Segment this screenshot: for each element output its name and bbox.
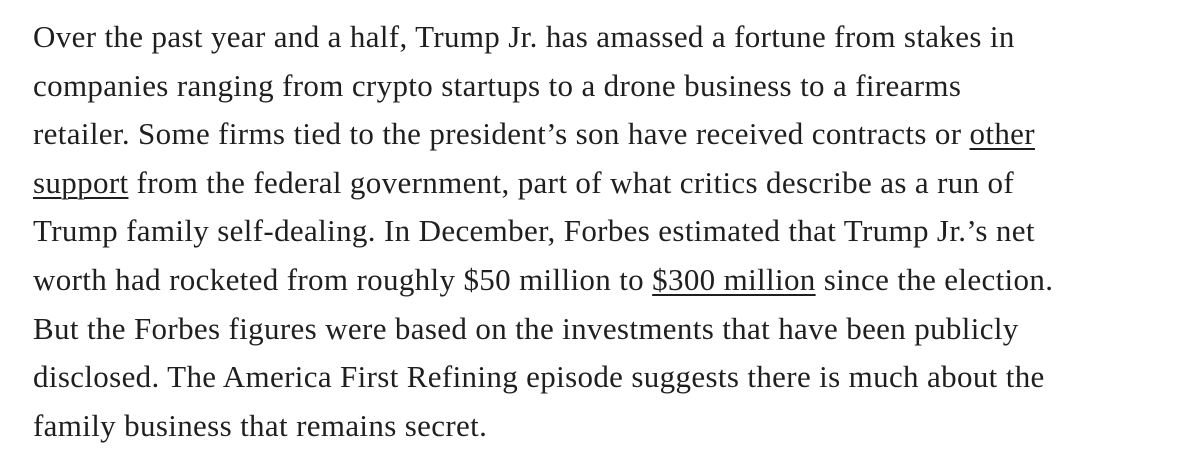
text-segment: retailer. Some firms tied to the preside… — [33, 116, 970, 152]
text-line: companies ranging from crypto startups t… — [33, 62, 1183, 111]
text-segment: Over the past year and a half, Trump Jr.… — [33, 19, 1015, 54]
text-segment: since the election. — [815, 261, 1054, 297]
text-segment: Trump family self-dealing. In December, … — [33, 213, 1035, 249]
text-segment: worth had rocketed from roughly $50 mill… — [33, 261, 653, 297]
text-segment: companies ranging from crypto startups t… — [33, 67, 962, 103]
text-line: support from the federal government, par… — [33, 159, 1183, 208]
text-line: But the Forbes figures were based on the… — [33, 305, 1183, 354]
text-segment: But the Forbes figures were based on the… — [33, 310, 1019, 346]
text-line: retailer. Some firms tied to the preside… — [33, 110, 1183, 159]
text-segment: disclosed. The America First Refining ep… — [33, 359, 1045, 395]
text-line: disclosed. The America First Refining ep… — [33, 353, 1183, 402]
text-segment: from the federal government, part of wha… — [128, 164, 1015, 200]
inline-link[interactable]: $300 million — [652, 261, 816, 297]
article-paragraph: Over the past year and a half, Trump Jr.… — [33, 13, 1183, 450]
text-line: family business that remains secret. — [33, 402, 1183, 451]
text-segment: family business that remains secret. — [33, 407, 488, 443]
inline-link[interactable]: support — [33, 164, 129, 200]
text-line: worth had rocketed from roughly $50 mill… — [33, 256, 1183, 305]
text-line: Trump family self-dealing. In December, … — [33, 207, 1183, 256]
text-line: Over the past year and a half, Trump Jr.… — [33, 13, 1183, 62]
inline-link[interactable]: other — [969, 116, 1035, 152]
